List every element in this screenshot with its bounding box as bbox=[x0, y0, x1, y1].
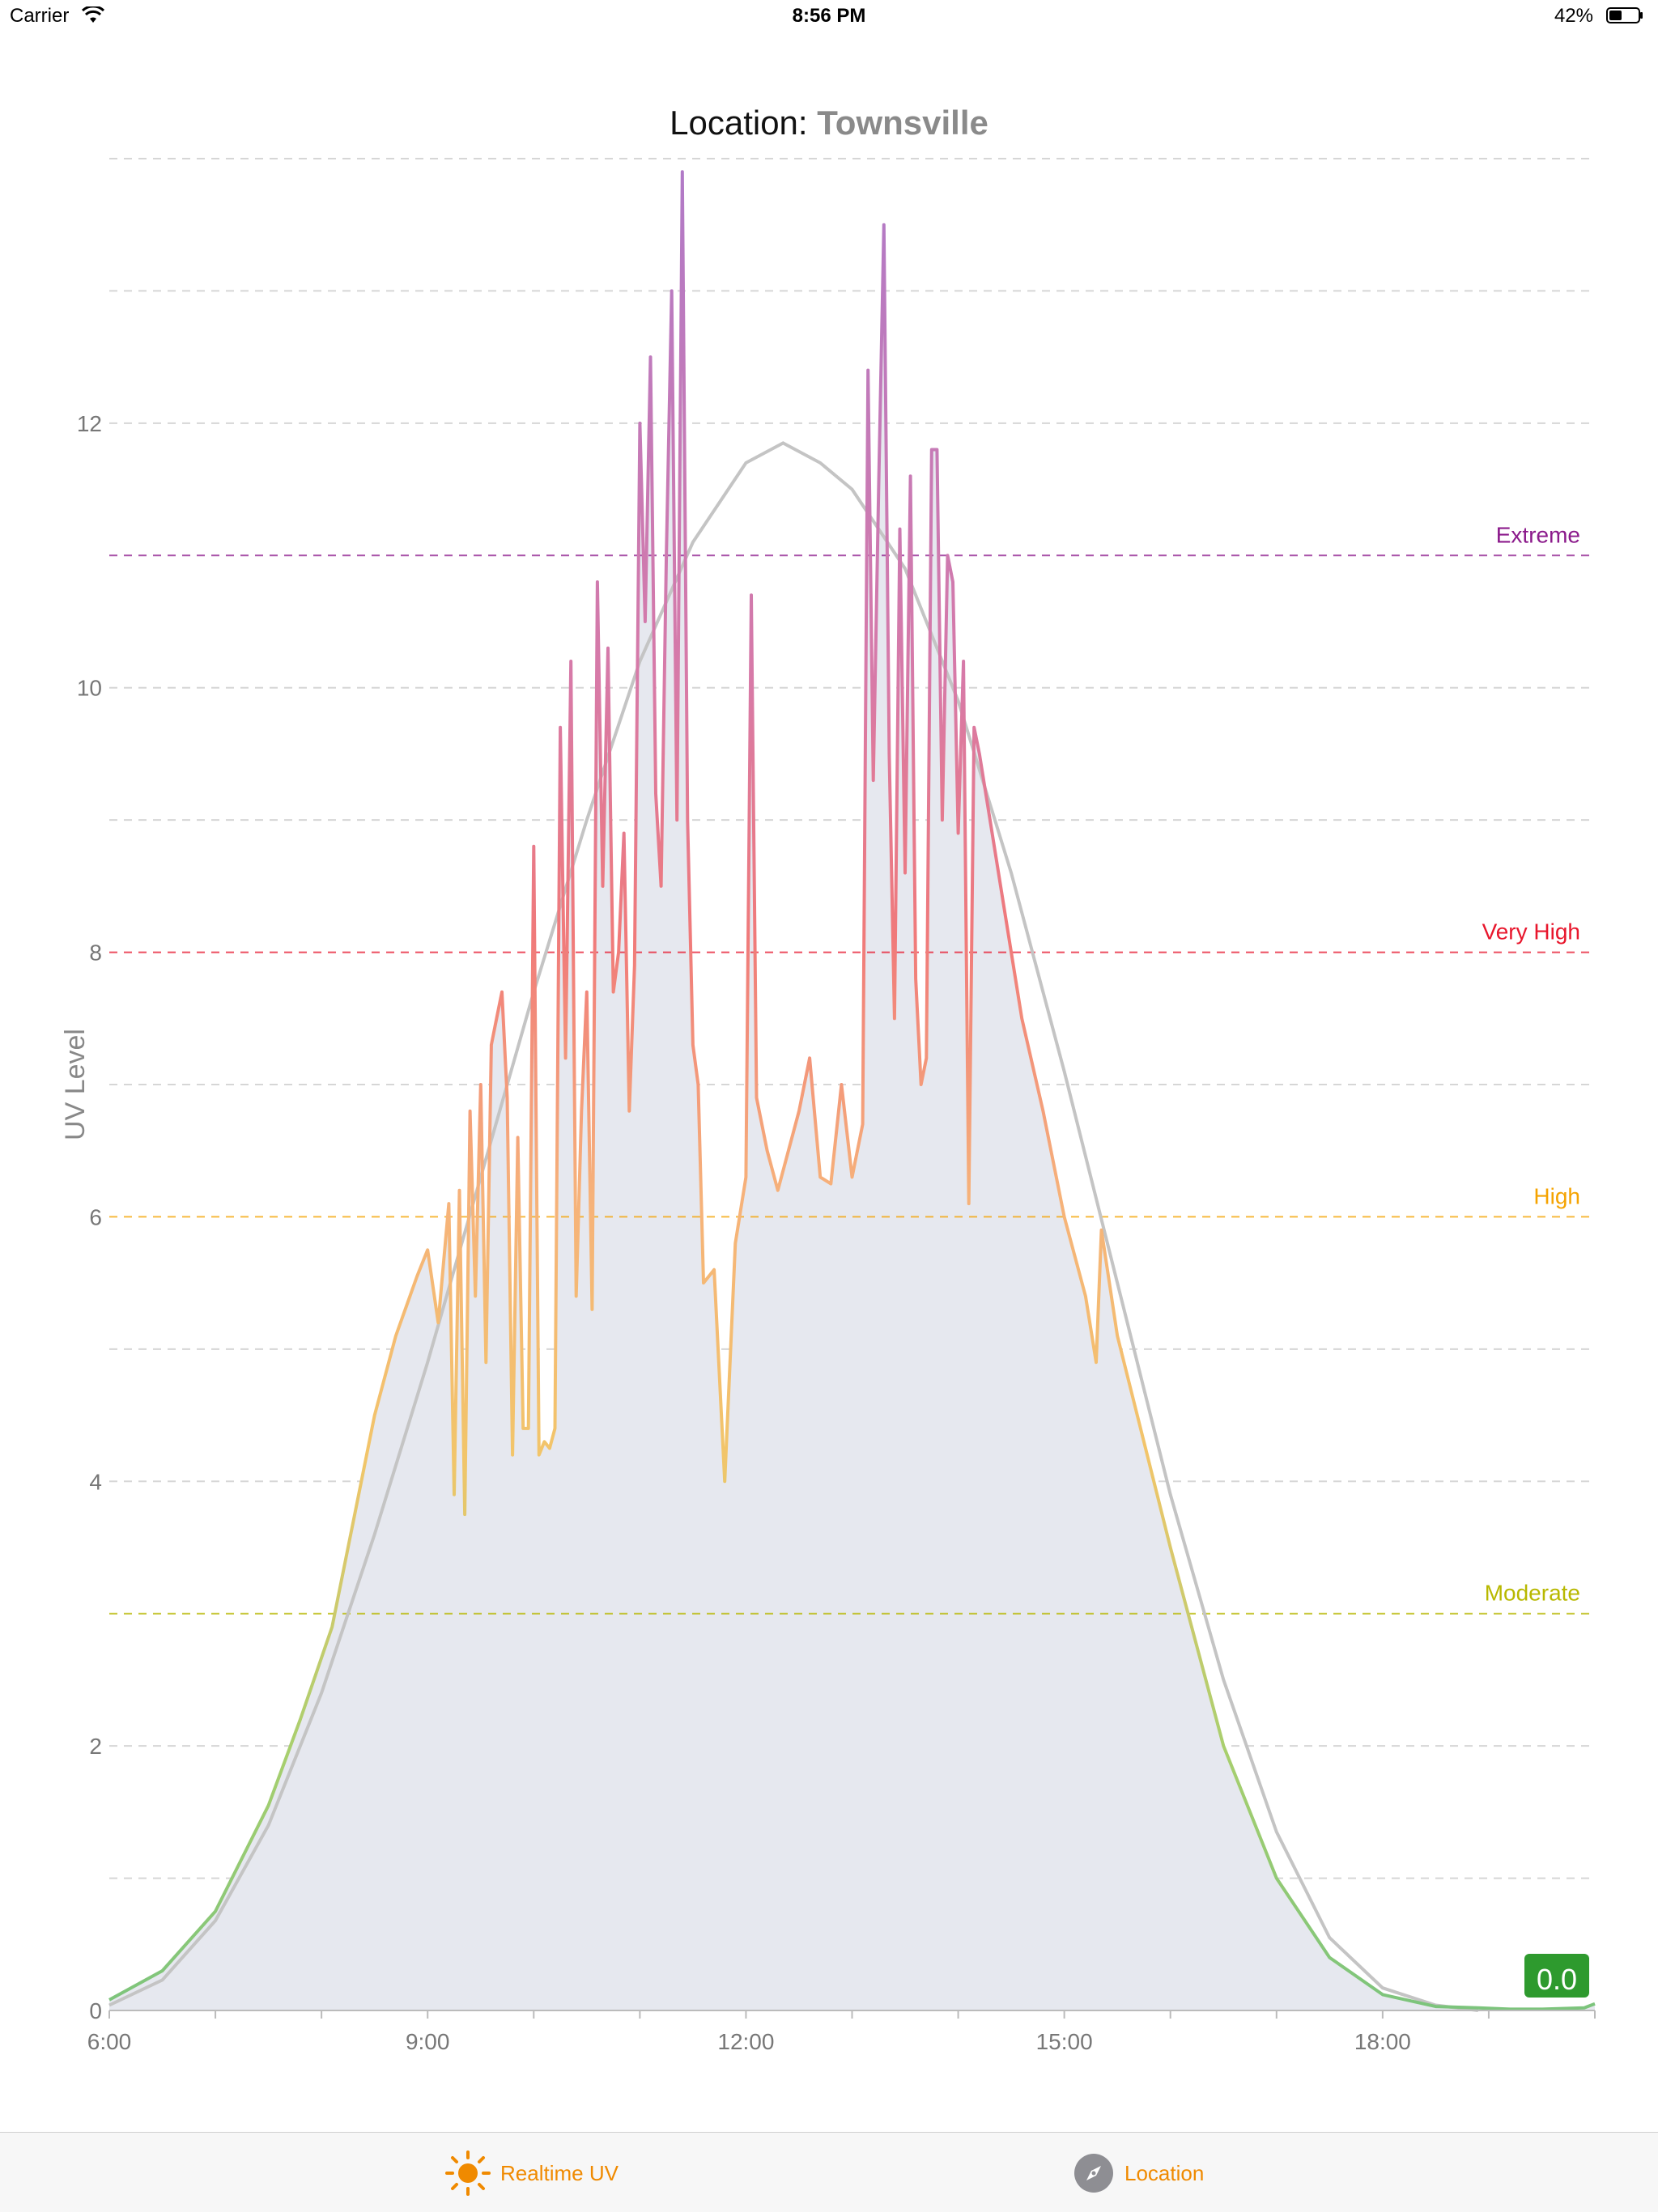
battery-percentage: 42% bbox=[1554, 5, 1593, 27]
forecast-curve bbox=[108, 441, 1479, 2012]
uv-area-fill bbox=[109, 172, 1595, 2010]
clock-time: 8:56 PM bbox=[792, 5, 866, 27]
axes: 6:00 9:00 12:00 15:00 18:00 0 2 4 6 8 10 12 bbox=[77, 411, 1596, 2054]
tab-bar: Realtime UV Location bbox=[0, 2132, 1658, 2212]
carrier-label: Carrier bbox=[10, 5, 70, 27]
status-bar: Carrier 8:56 PM 42% bbox=[0, 0, 1658, 32]
uv-chart: Moderate High Very High Extreme 6:00 9:00 12:… bbox=[60, 158, 1596, 2054]
chart-header: Location: Townsville bbox=[0, 104, 1658, 142]
y-tick-label: 8 bbox=[89, 940, 102, 966]
tab-realtime-uv-label: Realtime UV bbox=[500, 2160, 619, 2185]
current-uv-badge: 0.0 bbox=[1524, 1954, 1589, 1998]
y-tick-label: 4 bbox=[89, 1469, 102, 1494]
sun-icon bbox=[445, 2150, 491, 2196]
y-tick-label: 10 bbox=[77, 676, 102, 701]
y-axis-label: UV Level bbox=[60, 1029, 91, 1140]
current-uv-value: 0.0 bbox=[1537, 1963, 1577, 1996]
compass-icon bbox=[1074, 2154, 1113, 2193]
threshold-label: Moderate bbox=[1485, 1581, 1580, 1606]
tab-location-label: Location bbox=[1124, 2160, 1205, 2185]
threshold-lines: Moderate High Very High Extreme bbox=[109, 522, 1595, 1615]
y-tick-label: 12 bbox=[77, 411, 102, 436]
y-tick-label: 6 bbox=[89, 1204, 102, 1229]
x-tick-label: 12:00 bbox=[717, 2029, 774, 2054]
threshold-label: High bbox=[1533, 1183, 1580, 1208]
measured-uv-line bbox=[108, 170, 1596, 2011]
threshold-label: Extreme bbox=[1496, 522, 1580, 547]
x-tick-label: 18:00 bbox=[1354, 2029, 1411, 2054]
location-label: Location: bbox=[670, 104, 808, 142]
x-tick-label: 9:00 bbox=[406, 2029, 450, 2054]
tab-location[interactable]: Location bbox=[1073, 2150, 1204, 2196]
tab-realtime-uv[interactable]: Realtime UV bbox=[445, 2150, 619, 2196]
location-name: Townsville bbox=[817, 104, 988, 142]
y-tick-label: 0 bbox=[89, 1998, 102, 2023]
x-tick-label: 15:00 bbox=[1036, 2029, 1093, 2054]
threshold-label: Very High bbox=[1482, 919, 1580, 945]
battery-icon bbox=[1606, 7, 1643, 23]
y-tick-label: 2 bbox=[89, 1734, 102, 1759]
x-tick-label: 6:00 bbox=[87, 2029, 132, 2054]
wifi-icon bbox=[81, 6, 105, 23]
